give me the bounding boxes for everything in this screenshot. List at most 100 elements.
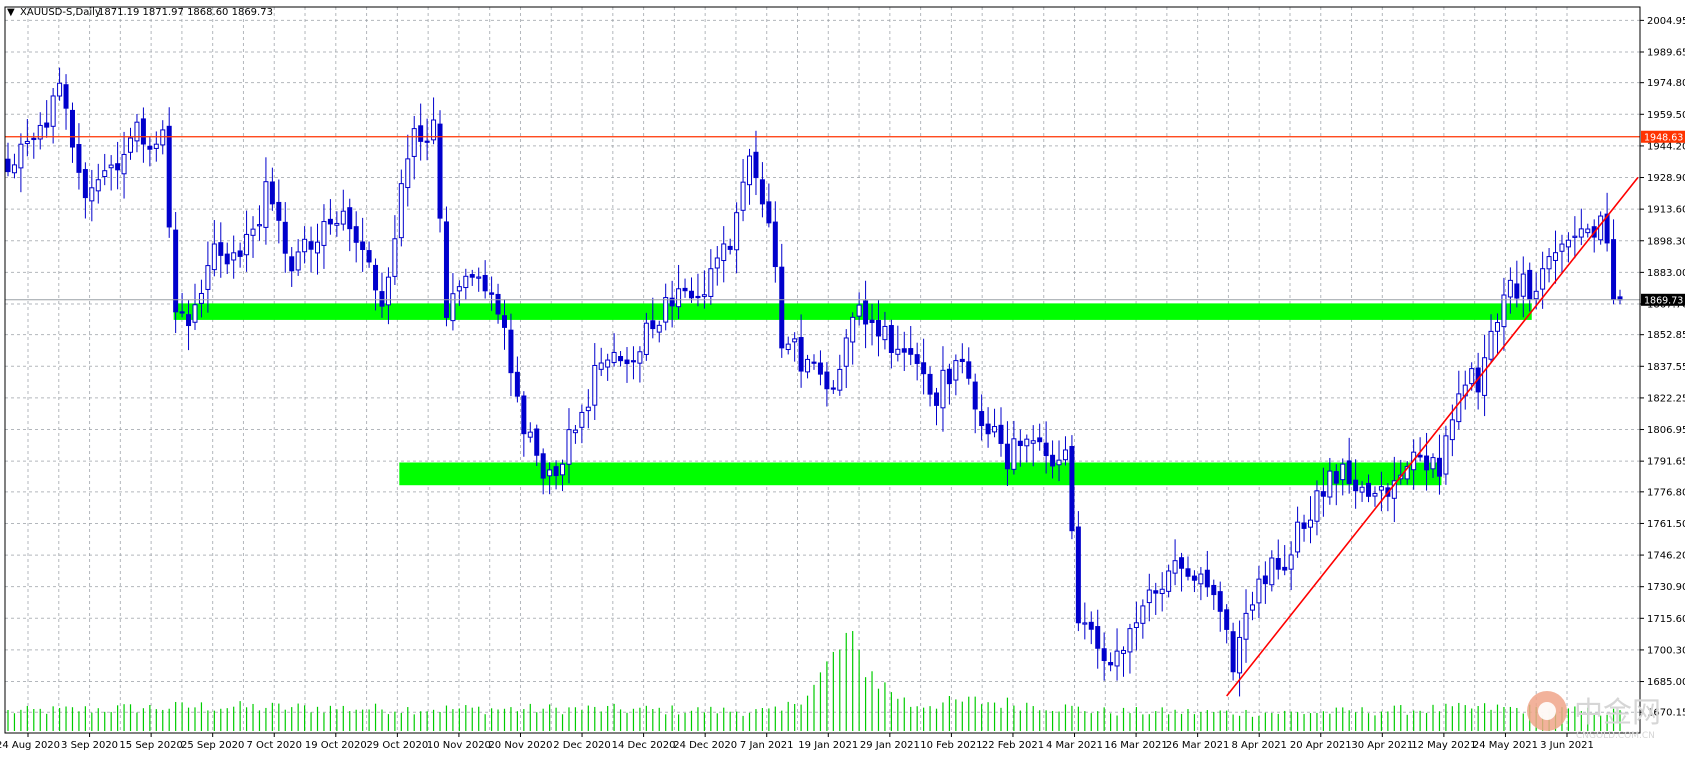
candle (244, 210, 250, 272)
candle (1417, 437, 1423, 462)
candle (501, 299, 507, 350)
candle (1307, 496, 1313, 544)
candle (276, 179, 282, 244)
candle (630, 346, 636, 380)
candle-body-up (579, 411, 585, 428)
candle-body-up (450, 293, 456, 322)
uptrend-line[interactable] (1226, 176, 1639, 697)
candle (1037, 423, 1043, 451)
candle (385, 267, 391, 325)
candle-body-down (1353, 479, 1359, 492)
candle (798, 314, 804, 388)
candle-body-down (553, 466, 559, 477)
candle-body-down (979, 411, 985, 427)
candle (250, 216, 256, 258)
candle (572, 425, 578, 444)
candle-body-down (501, 315, 507, 328)
candle-body-up (95, 179, 101, 192)
candle-body-up (121, 153, 127, 175)
candle (205, 241, 211, 313)
candle-body-up (18, 143, 24, 169)
candle-body-up (231, 252, 237, 261)
candle-body-up (953, 360, 959, 381)
candle-body-down (624, 359, 630, 365)
candle (1172, 539, 1178, 586)
candle-body-down (44, 122, 50, 128)
candle (489, 276, 495, 311)
candle (708, 249, 714, 305)
candle-body-up (805, 358, 811, 373)
candle (1050, 440, 1056, 479)
candle-body-up (37, 124, 43, 140)
candle-body-up (340, 210, 346, 225)
candle-body-up (1198, 573, 1204, 585)
candle (1243, 589, 1249, 663)
x-tick-label: 19 Oct 2020 (305, 740, 367, 751)
candle-body-down (779, 266, 785, 349)
candle (811, 354, 817, 370)
candle-body-up (134, 121, 140, 142)
candle (753, 130, 759, 196)
candle-body-down (966, 361, 972, 379)
candle-body-up (1585, 228, 1591, 234)
candle-body-down (959, 358, 965, 363)
candle-body-down (1424, 455, 1430, 471)
header-arrow-icon[interactable]: ▼ (7, 7, 15, 18)
candle (418, 103, 424, 161)
candle (1075, 511, 1081, 632)
candle-body-down (353, 226, 359, 243)
candle-body-down (901, 348, 907, 353)
candle (1017, 429, 1023, 467)
candle (805, 354, 811, 379)
lower-support-zone (399, 462, 1442, 486)
candle (11, 153, 17, 179)
candle (1578, 208, 1584, 246)
candle (469, 269, 475, 286)
watermark: 中金网 CNGOLD.COM.CN (1527, 691, 1661, 741)
candle (398, 169, 404, 247)
candle-body-down (1191, 575, 1197, 581)
candle-body-down (1333, 471, 1339, 484)
candle (643, 312, 649, 361)
candle (1456, 370, 1462, 430)
candle (166, 107, 172, 238)
candle (1140, 599, 1146, 639)
candle (888, 319, 894, 369)
candle (837, 354, 843, 396)
y-tick-label: 1806.95 (1647, 425, 1685, 436)
candle-body-up (1553, 252, 1559, 261)
candle-body-down (817, 362, 823, 375)
x-tick-label: 24 Aug 2020 (0, 740, 60, 751)
candle-body-down (282, 221, 288, 254)
x-tick-label: 3 Sep 2020 (61, 740, 118, 751)
header-ohlc: 1871.19 1871.97 1868.60 1869.73 (98, 7, 273, 18)
candle (1604, 192, 1610, 252)
candle-body-down (489, 292, 495, 295)
candle-body-down (811, 361, 817, 364)
y-tick-label: 1670.15 (1647, 708, 1685, 719)
candle (985, 407, 991, 448)
candle-body-up (50, 95, 56, 127)
candle (424, 118, 430, 161)
candle (830, 380, 836, 394)
candle-body-down (373, 264, 379, 291)
candle-body-down (424, 140, 430, 143)
candle (714, 246, 720, 286)
candle-body-up (850, 316, 856, 343)
candle-body-down (1346, 460, 1352, 485)
candle (1520, 256, 1526, 318)
candle (482, 260, 488, 299)
candle (237, 242, 243, 268)
candle-body-up (1146, 589, 1152, 604)
y-tick-label: 1791.65 (1647, 457, 1685, 468)
candle (121, 131, 127, 199)
candle (1366, 474, 1372, 503)
candle (1359, 481, 1365, 502)
candles (5, 67, 1623, 697)
candle-body-down (482, 274, 488, 292)
candle-body-up (611, 351, 617, 363)
chart-header: ▼ XAUUSD-S,Daily 1871.19 1871.97 1868.60… (7, 7, 273, 18)
candle (1327, 457, 1333, 505)
